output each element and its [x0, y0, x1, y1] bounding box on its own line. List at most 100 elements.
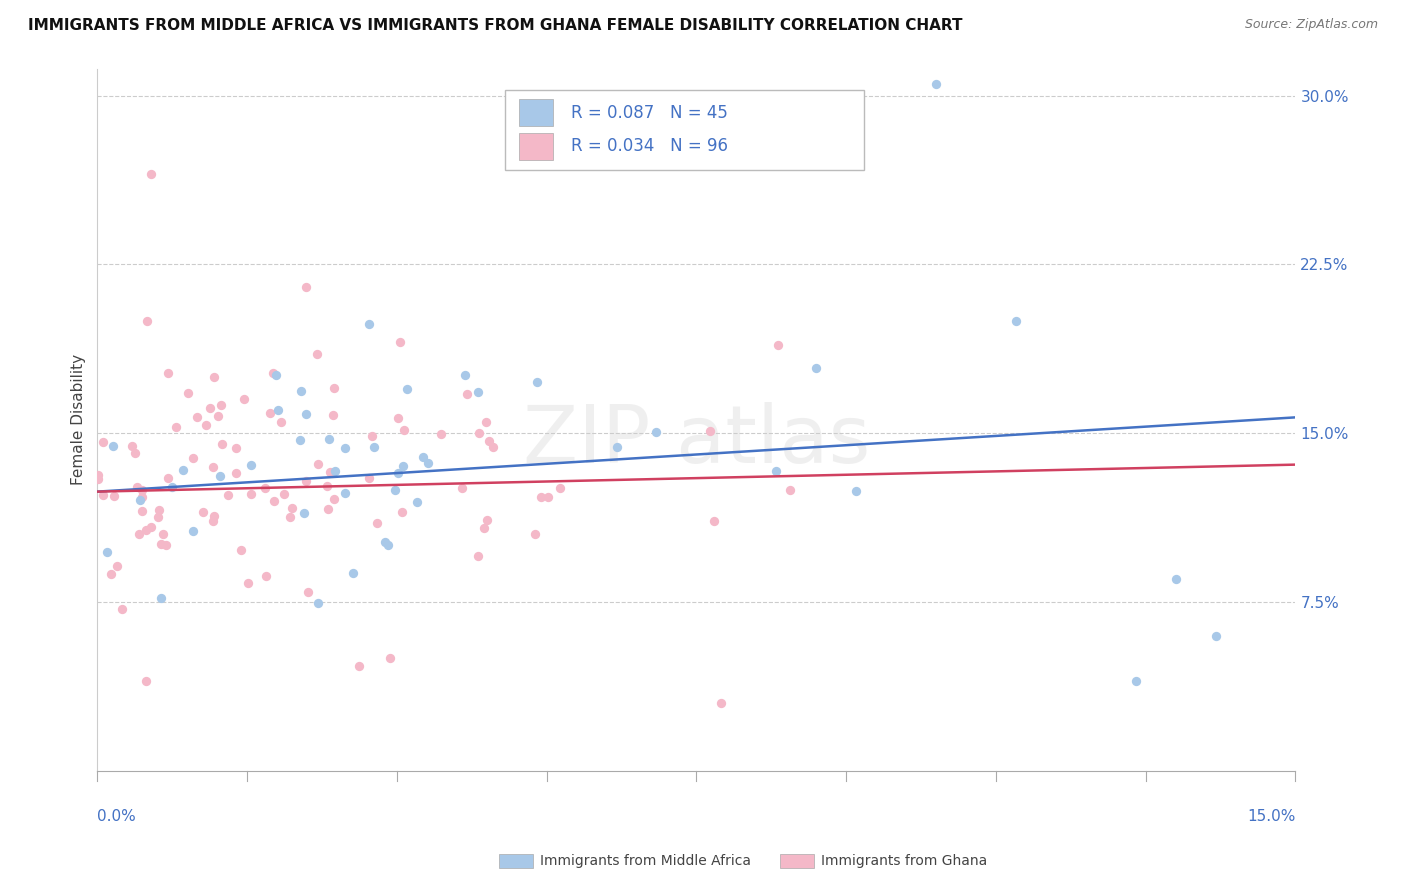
Point	[323, 464, 346, 478]
Y-axis label: Female Disability: Female Disability	[72, 354, 86, 485]
Point	[290, 433, 312, 447]
Point	[451, 482, 474, 496]
Point	[103, 439, 125, 453]
Point	[254, 569, 277, 583]
Point	[131, 504, 153, 518]
Point	[384, 483, 406, 497]
Point	[392, 423, 415, 437]
Point	[710, 696, 733, 710]
Point	[87, 472, 110, 486]
Point	[307, 347, 329, 361]
Point	[165, 420, 187, 434]
Point	[273, 487, 295, 501]
Point	[264, 368, 287, 383]
Point	[391, 505, 413, 519]
Point	[526, 375, 548, 389]
Point	[202, 460, 225, 475]
Point	[157, 366, 180, 380]
Point	[703, 515, 725, 529]
Point	[105, 559, 128, 574]
Point	[1005, 313, 1028, 327]
Point	[96, 545, 118, 559]
Text: 0.0%: 0.0%	[97, 809, 136, 824]
Point	[765, 464, 787, 478]
Point	[322, 491, 344, 506]
Point	[135, 313, 157, 327]
Point	[456, 387, 478, 401]
Point	[254, 481, 277, 495]
Point	[207, 409, 229, 424]
Point	[416, 456, 439, 470]
Point	[333, 441, 356, 455]
Point	[377, 538, 399, 552]
Point	[396, 382, 419, 396]
Point	[217, 488, 239, 502]
Point	[191, 505, 214, 519]
Text: ZIP atlas: ZIP atlas	[523, 401, 870, 480]
Point	[478, 434, 501, 449]
Point	[103, 489, 125, 503]
Point	[405, 495, 427, 509]
Point	[366, 516, 388, 530]
Point	[240, 458, 263, 473]
Point	[263, 493, 285, 508]
Point	[202, 369, 225, 384]
Point	[295, 280, 318, 294]
Point	[100, 566, 122, 581]
Point	[378, 651, 401, 665]
Text: R = 0.087   N = 45: R = 0.087 N = 45	[571, 103, 727, 121]
Point	[91, 434, 114, 449]
Point	[357, 470, 380, 484]
Point	[359, 318, 381, 332]
Point	[125, 480, 148, 494]
Point	[181, 524, 204, 538]
Point	[307, 596, 329, 610]
Point	[523, 526, 546, 541]
Point	[292, 507, 315, 521]
Point	[318, 502, 340, 516]
Point	[319, 466, 342, 480]
Point	[129, 493, 152, 508]
Point	[128, 527, 150, 541]
Text: Immigrants from Middle Africa: Immigrants from Middle Africa	[540, 854, 751, 868]
Point	[150, 537, 173, 551]
Point	[333, 486, 356, 500]
Point	[239, 486, 262, 500]
Point	[316, 479, 339, 493]
Point	[209, 398, 232, 412]
Point	[1125, 673, 1147, 688]
Point	[347, 659, 370, 673]
Point	[232, 392, 254, 407]
Point	[121, 439, 143, 453]
Point	[297, 584, 319, 599]
Point	[392, 458, 415, 473]
Point	[131, 490, 153, 504]
Point	[806, 360, 828, 375]
Point	[262, 366, 284, 380]
Point	[157, 471, 180, 485]
Point	[548, 481, 571, 495]
Point	[453, 368, 475, 383]
Point	[278, 510, 301, 524]
Point	[131, 483, 153, 497]
Text: IMMIGRANTS FROM MIDDLE AFRICA VS IMMIGRANTS FROM GHANA FEMALE DISABILITY CORRELA: IMMIGRANTS FROM MIDDLE AFRICA VS IMMIGRA…	[28, 18, 963, 33]
Point	[194, 417, 217, 432]
Point	[211, 437, 233, 451]
Point	[294, 407, 316, 421]
Point	[845, 483, 868, 498]
Point	[361, 429, 384, 443]
Point	[290, 384, 312, 398]
Point	[363, 440, 385, 454]
FancyBboxPatch shape	[519, 133, 553, 160]
Point	[467, 385, 489, 400]
Point	[198, 401, 221, 415]
FancyBboxPatch shape	[519, 99, 553, 126]
Point	[475, 513, 498, 527]
Point	[225, 441, 247, 455]
Point	[467, 549, 489, 564]
Point	[389, 335, 412, 350]
Text: Source: ZipAtlas.com: Source: ZipAtlas.com	[1244, 18, 1378, 31]
Point	[177, 385, 200, 400]
Point	[135, 524, 157, 538]
Point	[342, 566, 364, 581]
